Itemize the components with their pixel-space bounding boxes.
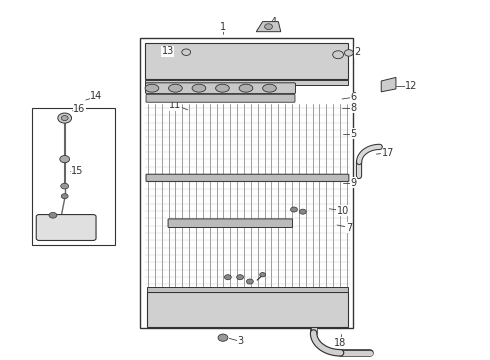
FancyBboxPatch shape <box>146 94 295 102</box>
Text: 12: 12 <box>405 81 418 91</box>
Text: 5: 5 <box>351 129 357 139</box>
Text: 14: 14 <box>90 91 103 102</box>
FancyBboxPatch shape <box>146 83 295 94</box>
FancyBboxPatch shape <box>147 292 348 327</box>
FancyBboxPatch shape <box>36 215 96 240</box>
Ellipse shape <box>239 84 253 92</box>
Circle shape <box>182 49 191 55</box>
Bar <box>32 108 115 245</box>
Ellipse shape <box>216 84 229 92</box>
Text: 10: 10 <box>337 206 349 216</box>
Circle shape <box>299 209 306 214</box>
FancyBboxPatch shape <box>147 287 348 292</box>
Text: 17: 17 <box>382 148 394 158</box>
Text: 8: 8 <box>351 103 357 113</box>
Text: 16: 16 <box>74 104 85 114</box>
Circle shape <box>333 51 343 59</box>
Ellipse shape <box>263 84 276 92</box>
Bar <box>140 38 353 328</box>
Circle shape <box>265 24 272 30</box>
Text: 9: 9 <box>351 178 357 188</box>
Circle shape <box>291 207 297 212</box>
Ellipse shape <box>192 84 206 92</box>
FancyBboxPatch shape <box>168 219 293 228</box>
Circle shape <box>61 116 68 121</box>
FancyBboxPatch shape <box>145 80 348 85</box>
Text: 1: 1 <box>220 22 226 32</box>
Text: 7: 7 <box>346 222 352 233</box>
Circle shape <box>58 113 72 123</box>
Text: 13: 13 <box>162 46 174 56</box>
Text: 18: 18 <box>334 338 346 348</box>
FancyBboxPatch shape <box>145 43 348 79</box>
Ellipse shape <box>145 84 159 92</box>
Ellipse shape <box>169 84 182 92</box>
Circle shape <box>260 273 266 277</box>
Circle shape <box>344 50 353 56</box>
Polygon shape <box>256 22 281 32</box>
Circle shape <box>237 275 244 280</box>
Text: 3: 3 <box>237 336 243 346</box>
Text: 2: 2 <box>355 47 361 57</box>
Text: 4: 4 <box>270 17 276 27</box>
Text: 11: 11 <box>170 100 181 110</box>
Circle shape <box>61 183 69 189</box>
FancyBboxPatch shape <box>146 174 349 181</box>
Circle shape <box>224 275 231 280</box>
Polygon shape <box>381 77 396 92</box>
Text: 6: 6 <box>351 92 357 102</box>
Circle shape <box>61 194 68 199</box>
Circle shape <box>60 156 70 163</box>
Circle shape <box>218 334 228 341</box>
Text: 15: 15 <box>71 166 84 176</box>
Circle shape <box>246 279 253 284</box>
Circle shape <box>49 212 57 218</box>
